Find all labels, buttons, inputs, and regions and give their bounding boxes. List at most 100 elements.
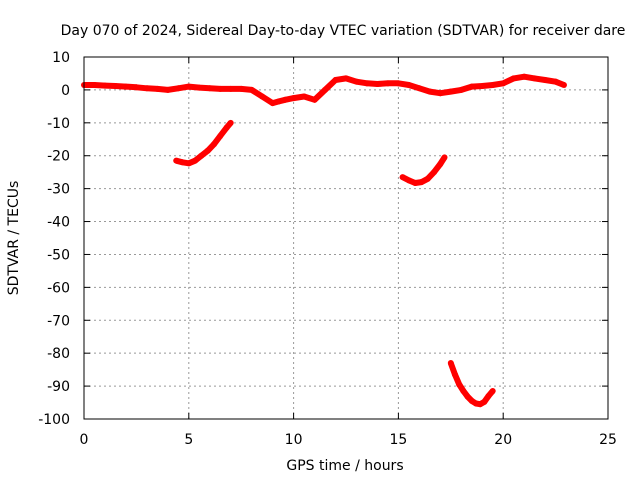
data-point [112, 82, 119, 89]
y-tick-label: -30 [47, 182, 70, 198]
plot-frame [83, 56, 609, 420]
data-point [198, 152, 205, 159]
data-point [133, 84, 140, 91]
data-point [500, 80, 507, 87]
data-point [223, 124, 230, 131]
y-tick-label: -70 [47, 313, 70, 329]
data-point [426, 88, 433, 95]
y-tick-label: -90 [47, 379, 70, 395]
data-point [395, 80, 402, 87]
data-point [248, 86, 255, 93]
data-point [185, 160, 192, 167]
data-point [416, 85, 423, 92]
y-tick-label: -10 [47, 116, 70, 132]
data-point [343, 75, 349, 82]
data-point [424, 175, 431, 182]
y-tick-label: -20 [47, 149, 70, 165]
data-point [458, 86, 465, 93]
data-point [322, 86, 329, 93]
y-axis-label: SDTVAR / TECUs [6, 181, 22, 296]
data-point [290, 95, 297, 102]
data-point [456, 381, 463, 388]
data-point [91, 81, 98, 88]
y-tick-label: -50 [47, 247, 70, 263]
data-point [217, 85, 224, 92]
data-point [301, 93, 308, 100]
data-point [552, 78, 559, 85]
data-point [510, 75, 517, 82]
data-series [81, 73, 567, 408]
data-point [460, 388, 467, 395]
data-point [489, 81, 496, 88]
chart-title: Day 070 of 2024, Sidereal Day-to-day VTE… [61, 23, 626, 39]
data-point [175, 85, 182, 92]
data-point [164, 86, 171, 93]
y-tick-label: -100 [38, 412, 70, 428]
data-point [374, 80, 381, 87]
y-tick-label: 10 [52, 50, 70, 66]
data-point [143, 85, 150, 92]
grid-lines [84, 57, 608, 419]
data-point [399, 174, 406, 181]
x-tick-labels: 0 5 10 15 20 25 [80, 432, 617, 448]
data-point [185, 83, 192, 90]
data-point [481, 398, 488, 405]
data-point [122, 83, 129, 90]
data-point [405, 81, 412, 88]
data-point [227, 85, 234, 92]
x-axis-label: GPS time / hours [286, 458, 403, 474]
data-point [210, 141, 217, 148]
data-point [542, 77, 549, 84]
data-point [101, 82, 108, 89]
data-point [451, 371, 458, 378]
data-point [275, 98, 282, 105]
data-point [238, 85, 245, 92]
data-point [405, 177, 412, 184]
data-point [269, 100, 276, 107]
data-point [227, 119, 234, 126]
data-point [259, 93, 266, 100]
data-point [332, 77, 339, 84]
axis-ticks [83, 56, 609, 420]
x-tick-label: 0 [80, 432, 89, 448]
data-point [363, 80, 370, 87]
y-tick-labels: 10 0 -10 -20 -30 -40 -50 -60 -70 -80 -90 -100 [38, 50, 70, 428]
x-tick-label: 20 [494, 432, 512, 448]
data-point [437, 160, 444, 167]
data-point [437, 90, 444, 97]
data-point [173, 157, 180, 164]
y-tick-label: -80 [47, 346, 70, 362]
series-segment-1 [175, 120, 233, 167]
data-point [431, 169, 438, 176]
data-point [560, 81, 567, 88]
data-point [468, 83, 475, 90]
y-tick-label: -40 [47, 215, 70, 231]
data-point [353, 78, 360, 85]
x-tick-label: 10 [285, 432, 303, 448]
x-tick-label: 15 [389, 432, 407, 448]
data-point [418, 179, 425, 186]
data-point [447, 88, 454, 95]
data-point [196, 84, 203, 91]
data-point [192, 157, 199, 164]
data-point [384, 80, 391, 87]
data-point [485, 392, 492, 399]
x-tick-label: 25 [599, 432, 617, 448]
data-point [521, 73, 528, 80]
y-tick-label: 0 [61, 83, 70, 99]
data-point [489, 388, 496, 395]
data-point [447, 360, 454, 367]
data-point [206, 85, 213, 92]
data-point [154, 85, 161, 92]
data-point [531, 75, 538, 82]
data-point [179, 159, 186, 166]
x-tick-label: 5 [184, 432, 193, 448]
data-point [204, 147, 211, 154]
data-point [282, 96, 289, 103]
data-point [217, 132, 224, 139]
data-point [412, 180, 419, 187]
data-point [479, 82, 486, 89]
data-point [464, 393, 471, 400]
data-point [441, 154, 448, 161]
